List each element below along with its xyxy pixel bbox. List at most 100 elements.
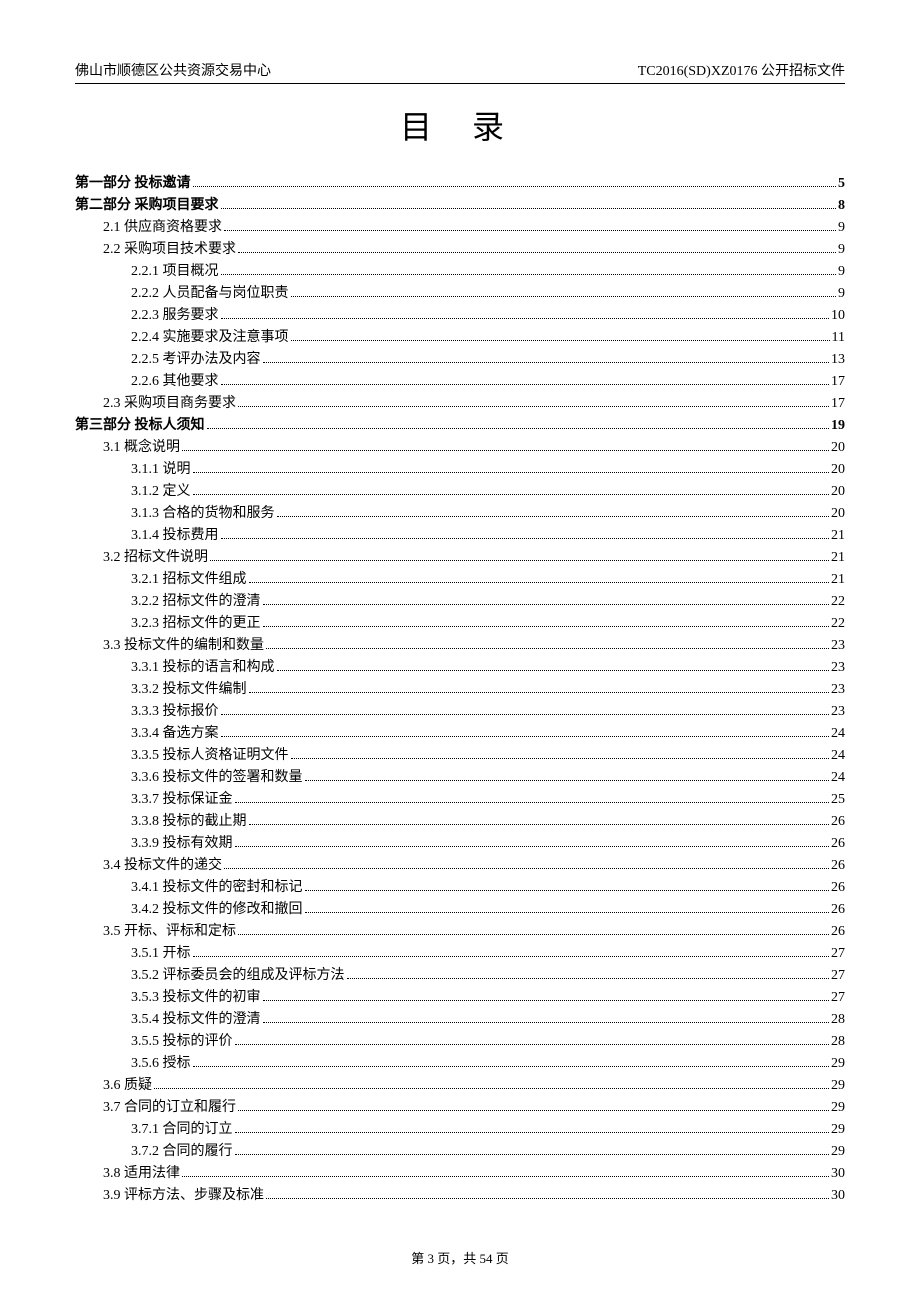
toc-dots [291,747,830,759]
toc-entry: 3.2.2 招标文件的澄清22 [75,591,845,612]
toc-entry: 3.4.1 投标文件的密封和标记26 [75,877,845,898]
toc-entry: 第三部分 投标人须知 19 [75,415,845,436]
toc-entry-label: 3.5.4 投标文件的澄清 [131,1009,261,1030]
toc-dots [263,1011,830,1023]
toc-entry: 3.1.1 说明20 [75,459,845,480]
toc-dots [193,1055,830,1067]
toc-dots [221,703,830,715]
toc-entry-label: 3.1.1 说明 [131,459,191,480]
toc-entry-page: 26 [831,877,845,898]
toc-entry: 3.1.3 合格的货物和服务20 [75,503,845,524]
toc-entry-label: 第一部分 投标邀请 [75,173,191,194]
toc-entry-page: 24 [831,767,845,788]
toc-entry: 3.2.3 招标文件的更正22 [75,613,845,634]
toc-title: 目 录 [75,102,845,148]
toc-dots [263,593,830,605]
toc-entry-label: 2.2.4 实施要求及注意事项 [131,327,289,348]
toc-entry-label: 3.1.2 定义 [131,481,191,502]
header-right: TC2016(SD)XZ0176 公开招标文件 [638,60,845,80]
toc-dots [305,901,830,913]
toc-entry-page: 27 [831,987,845,1008]
toc-dots [221,725,830,737]
toc-entry-label: 3.5.1 开标 [131,943,191,964]
toc-dots [291,285,837,297]
toc-entry-label: 3.3.9 投标有效期 [131,833,233,854]
toc-entry-page: 11 [832,327,845,348]
toc-entry-page: 10 [831,305,845,326]
toc-entry-page: 27 [831,965,845,986]
toc-dots [238,395,829,407]
toc-entry-label: 3.5.3 投标文件的初审 [131,987,261,1008]
toc-dots [238,1099,829,1111]
toc-dots [221,263,837,275]
toc-entry-label: 3.1 概念说明 [103,437,180,458]
toc-dots [235,1033,830,1045]
toc-entry: 3.5 开标、评标和定标26 [75,921,845,942]
toc-dots [266,1187,829,1199]
toc-dots [193,461,830,473]
toc-dots [235,791,830,803]
toc-entry: 3.5.5 投标的评价28 [75,1031,845,1052]
toc-entry-label: 3.1.4 投标费用 [131,525,219,546]
toc-entry-label: 3.2.1 招标文件组成 [131,569,247,590]
toc-entry-label: 2.2.2 人员配备与岗位职责 [131,283,289,304]
toc-entry-label: 2.2.5 考评办法及内容 [131,349,261,370]
toc-dots [238,241,836,253]
toc-entry: 3.3.3 投标报价23 [75,701,845,722]
table-of-contents: 第一部分 投标邀请5第二部分 采购项目要求82.1 供应商资格要求92.2 采购… [75,173,845,1206]
toc-entry-page: 21 [831,525,845,546]
toc-entry: 2.2.6 其他要求17 [75,371,845,392]
toc-entry-label: 3.7.2 合同的履行 [131,1141,233,1162]
toc-dots [224,857,829,869]
toc-entry-page: 19 [831,415,845,436]
toc-entry: 2.2.4 实施要求及注意事项 11 [75,327,845,348]
toc-entry: 2.3 采购项目商务要求 17 [75,393,845,414]
toc-entry: 3.1.4 投标费用 21 [75,525,845,546]
toc-entry-label: 3.5.2 评标委员会的组成及评标方法 [131,965,345,986]
toc-entry: 3.5.6 授标29 [75,1053,845,1074]
toc-entry: 3.3.5 投标人资格证明文件 24 [75,745,845,766]
toc-entry: 3.7 合同的订立和履行29 [75,1097,845,1118]
toc-dots [238,923,829,935]
toc-entry-page: 9 [838,283,845,304]
toc-entry-page: 9 [838,239,845,260]
toc-entry-label: 2.3 采购项目商务要求 [103,393,236,414]
toc-entry: 3.3.6 投标文件的签署和数量24 [75,767,845,788]
toc-dots [207,417,830,429]
toc-entry-label: 第三部分 投标人须知 [75,415,205,436]
toc-entry: 3.1 概念说明20 [75,437,845,458]
toc-dots [221,307,830,319]
toc-entry-page: 29 [831,1141,845,1162]
toc-dots [193,175,837,187]
toc-entry-page: 28 [831,1009,845,1030]
toc-entry: 2.2.2 人员配备与岗位职责 9 [75,283,845,304]
toc-entry-page: 17 [831,393,845,414]
toc-entry: 3.9 评标方法、步骤及标准30 [75,1185,845,1206]
toc-entry-label: 3.5.5 投标的评价 [131,1031,233,1052]
toc-dots [235,1121,830,1133]
toc-dots [249,813,830,825]
toc-entry-page: 30 [831,1163,845,1184]
toc-dots [263,615,830,627]
toc-entry-page: 24 [831,745,845,766]
toc-entry: 3.1.2 定义20 [75,481,845,502]
toc-dots [277,659,830,671]
toc-entry-label: 3.2 招标文件说明 [103,547,208,568]
toc-dots [266,637,829,649]
toc-entry-label: 3.1.3 合格的货物和服务 [131,503,275,524]
toc-dots [221,373,830,385]
toc-entry-label: 3.3.5 投标人资格证明文件 [131,745,289,766]
toc-entry: 3.3.4 备选方案24 [75,723,845,744]
toc-entry: 3.2.1 招标文件组成21 [75,569,845,590]
toc-entry: 3.3.9 投标有效期 26 [75,833,845,854]
toc-entry-label: 3.2.3 招标文件的更正 [131,613,261,634]
toc-entry-label: 3.5.6 授标 [131,1053,191,1074]
toc-entry-page: 26 [831,833,845,854]
toc-entry-label: 3.3.3 投标报价 [131,701,219,722]
toc-entry: 3.3 投标文件的编制和数量23 [75,635,845,656]
toc-entry: 3.8 适用法律30 [75,1163,845,1184]
toc-entry-page: 29 [831,1075,845,1096]
toc-entry-page: 23 [831,679,845,700]
header-left: 佛山市顺德区公共资源交易中心 [75,60,271,80]
toc-entry: 第一部分 投标邀请5 [75,173,845,194]
